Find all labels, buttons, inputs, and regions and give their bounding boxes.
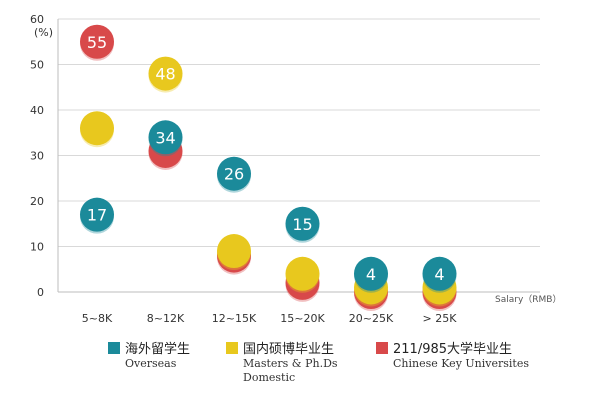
bubble-label: 48 bbox=[155, 65, 175, 84]
bubble-overseas bbox=[148, 120, 183, 155]
bubble-overseas bbox=[217, 156, 251, 191]
bubble-label: 26 bbox=[224, 165, 244, 184]
y-tick-label: 60 bbox=[30, 13, 44, 26]
x-tick-label: 15~20K bbox=[280, 312, 325, 325]
bubble-chart: 0 10 20 30 40 50 60(%) Salary（RMB） 5~8K 8~12K 12~1… bbox=[30, 13, 561, 325]
bubble-domestic bbox=[285, 256, 320, 291]
legend-label-domestic-en-line1: Masters & Ph.Ds bbox=[243, 357, 338, 370]
x-tick-label: 12~15K bbox=[212, 312, 257, 325]
bubble-label: 17 bbox=[87, 206, 107, 225]
legend-label-overseas-zh: 海外留学生 bbox=[125, 342, 191, 357]
legend-swatch-overseas bbox=[108, 342, 120, 354]
y-axis-unit: (%) bbox=[34, 26, 53, 39]
x-axis-label: Salary（RMB） bbox=[495, 294, 561, 305]
y-tick-label: 20 bbox=[30, 195, 44, 208]
legend-label-domestic-en: Masters & Ph.Ds Domestic bbox=[243, 357, 338, 385]
x-tick-label: 5~8K bbox=[82, 312, 113, 325]
legend-label-domestic-zh: 国内硕博毕业生 bbox=[243, 342, 335, 357]
bubble-label: 34 bbox=[155, 128, 175, 147]
bubble-label: 15 bbox=[292, 215, 312, 234]
x-tick-label: 20~25K bbox=[349, 312, 394, 325]
legend-swatch-domestic bbox=[226, 342, 238, 354]
y-tick-label: 40 bbox=[30, 104, 44, 117]
legend-label-domestic-en-line2: Domestic bbox=[243, 371, 296, 384]
bubble-domestic bbox=[217, 234, 251, 269]
bubble-domestic bbox=[148, 56, 183, 91]
legend: 海外留学生 Overseas 国内硕博毕业生 Masters & Ph.Ds D… bbox=[0, 338, 608, 388]
bubble-label: 4 bbox=[434, 265, 444, 284]
y-tick-label: 0 bbox=[37, 286, 44, 299]
bubble-overseas bbox=[354, 256, 388, 291]
bubble-overseas bbox=[422, 256, 457, 291]
y-tick-label: 10 bbox=[30, 241, 44, 254]
x-tick-label: > 25K bbox=[423, 312, 458, 325]
bubble-overseas bbox=[80, 197, 114, 232]
bubble-label: 4 bbox=[366, 265, 376, 284]
y-tick-label: 50 bbox=[30, 59, 44, 72]
bubble-key-universities bbox=[80, 24, 114, 59]
legend-swatch-key-universities bbox=[376, 342, 388, 354]
legend-label-key-universities-en: Chinese Key Universites bbox=[393, 357, 530, 370]
legend-label-key-universities-zh: 211/985大学毕业生 bbox=[393, 342, 513, 357]
legend-label-overseas-en: Overseas bbox=[125, 357, 177, 370]
bubble-domestic bbox=[80, 111, 114, 146]
y-tick-label: 30 bbox=[30, 150, 44, 163]
bubble-label: 55 bbox=[87, 33, 107, 52]
bubble-overseas bbox=[285, 206, 320, 241]
x-tick-label: 8~12K bbox=[147, 312, 185, 325]
